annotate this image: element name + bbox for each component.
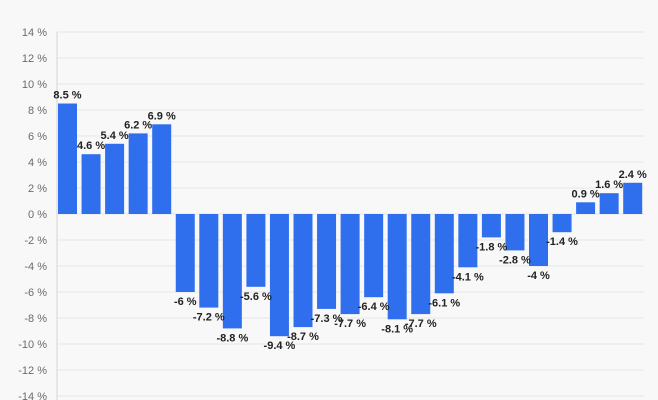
bar [411, 214, 431, 315]
y-tick-label: 0 % [28, 209, 47, 221]
bar-value-label: -6.4 % [358, 301, 390, 313]
y-tick-label: -6 % [24, 287, 47, 299]
bar-value-label: -6.1 % [428, 297, 460, 309]
bar-layer [58, 103, 643, 337]
y-tick-label: 4 % [28, 157, 47, 169]
bar [529, 214, 548, 266]
bar-value-label: -8.1 % [381, 323, 413, 335]
bar [175, 214, 195, 292]
bar-value-label: 2.4 % [619, 169, 647, 181]
bar [505, 214, 525, 251]
bar-value-label: -7.7 % [334, 318, 366, 330]
bar-value-label: -4.1 % [452, 271, 484, 283]
y-axis-ticks: -14 % -12 % -10 % -8 % -6 % -4 % -2 % 0 % 2 % 4 %… [18, 27, 47, 400]
bar-value-label: 6.2 % [124, 119, 152, 131]
bar [293, 214, 313, 328]
bar [552, 214, 572, 233]
bar-value-label: -7.3 % [311, 313, 343, 325]
bar [481, 214, 501, 238]
y-tick-label: -10 % [18, 339, 47, 351]
y-tick-label: 2 % [28, 183, 47, 195]
y-tick-label: 12 % [22, 53, 47, 65]
bar [128, 133, 148, 214]
y-tick-label: -14 % [18, 391, 47, 400]
bar [199, 214, 219, 308]
bar-value-label: 8.5 % [53, 90, 81, 102]
bar [458, 214, 478, 268]
data-labels: 8.5 % 4.6 %5.4 %6.2 %6.9 % -6 % -7.2 % -8.8 … [53, 90, 647, 353]
y-tick-label: -4 % [24, 261, 47, 273]
bar-value-label: -7.2 % [193, 312, 225, 324]
bar-value-label: 1.6 % [595, 179, 623, 191]
bar-value-label: 6.9 % [148, 110, 176, 122]
bar-value-label: 4.6 % [77, 140, 105, 152]
bar-value-label: -8.8 % [216, 332, 248, 344]
bar-value-label: -6 % [174, 296, 197, 308]
bar-value-label: 0.9 % [572, 188, 600, 200]
y-tick-label: 14 % [22, 27, 47, 39]
bar [105, 143, 125, 214]
bar [222, 214, 242, 329]
bar [576, 202, 596, 214]
y-tick-label: -12 % [18, 365, 47, 377]
bar-value-label: -8.7 % [287, 331, 319, 343]
y-tick-label: 10 % [22, 79, 47, 91]
y-tick-label: -2 % [24, 235, 47, 247]
bar [340, 214, 360, 315]
bar-value-label: -5.6 % [240, 291, 272, 303]
bar [269, 214, 289, 337]
bar [246, 214, 266, 287]
bar [81, 154, 101, 214]
bar [387, 214, 407, 320]
bar [58, 103, 77, 214]
bar-value-label: -9.4 % [264, 340, 296, 352]
bar [152, 124, 172, 214]
bar-value-label: -2.8 % [499, 254, 531, 266]
bar [434, 214, 454, 294]
y-tick-label: 8 % [28, 105, 47, 117]
bar [317, 214, 337, 309]
bar-value-label: 5.4 % [101, 130, 129, 142]
bar-value-label: -1.4 % [546, 236, 578, 248]
bar-value-label: -1.8 % [476, 241, 508, 253]
bar [623, 182, 643, 214]
bar [599, 193, 619, 214]
bar-value-label: -7.7 % [405, 318, 437, 330]
y-tick-label: 6 % [28, 131, 47, 143]
bar [364, 214, 384, 298]
y-tick-label: -8 % [24, 313, 47, 325]
bar-value-label: -4 % [527, 270, 550, 282]
